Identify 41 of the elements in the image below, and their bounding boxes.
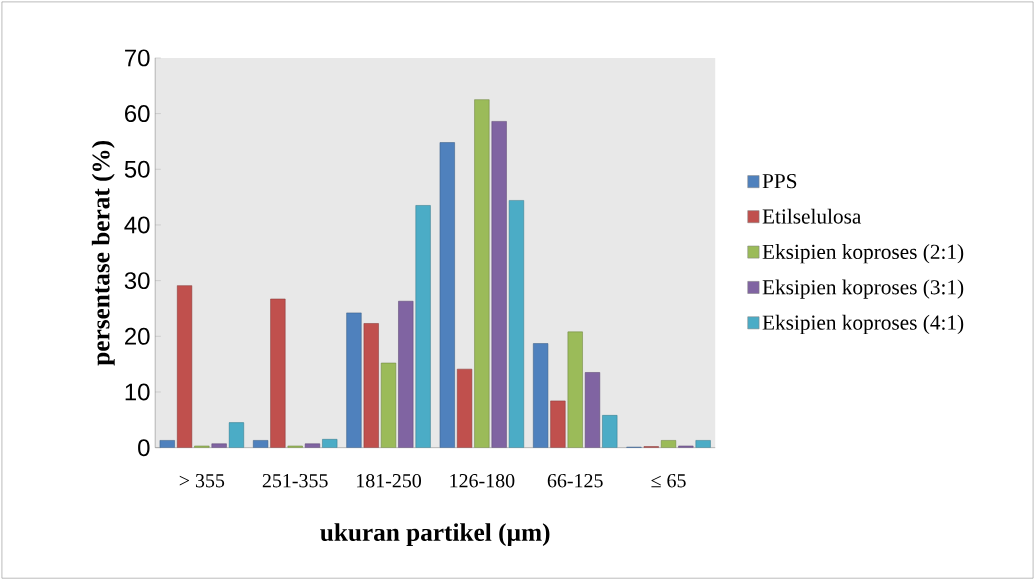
y-tick-label: 70	[125, 49, 150, 67]
bar	[660, 440, 677, 448]
y-tick-label: 20	[125, 327, 150, 345]
legend-label: Etilselulosa	[762, 208, 862, 224]
y-axis-title: persentase berat (%)	[91, 140, 115, 366]
bar	[270, 298, 286, 448]
x-tick-label: 251-355	[262, 473, 328, 488]
bar	[491, 121, 507, 448]
x-tick-label: 181-250	[357, 473, 422, 488]
bar	[533, 343, 549, 448]
bar	[439, 142, 455, 448]
bar	[567, 331, 583, 448]
legend-label: Eksipien koproses (4:1)	[762, 314, 964, 335]
y-tick-label: 40	[124, 216, 150, 234]
bar	[176, 285, 193, 448]
bar	[346, 312, 362, 448]
bar	[584, 372, 601, 448]
bar	[253, 440, 269, 448]
legend-label: Eksipien koproses (2:1)	[762, 244, 964, 264]
x-tick-label: 66-125	[547, 473, 603, 488]
bar	[304, 443, 321, 448]
legend-label: Eksipien koproses (3:1)	[762, 279, 964, 299]
x-tick-label: ≤ 65	[651, 473, 686, 488]
bar	[456, 368, 473, 448]
bar	[474, 99, 490, 448]
bar	[159, 440, 175, 448]
y-tick-label: 60	[125, 105, 150, 122]
bar	[550, 400, 566, 448]
x-tick-label: 126-180	[450, 473, 515, 488]
legend-label: PPS	[762, 173, 797, 189]
bar	[363, 323, 379, 448]
x-axis-title: ukuran partikel (µm)	[320, 523, 550, 547]
y-tick-label: 30	[124, 272, 150, 290]
y-tick-label: 10	[125, 383, 150, 401]
bar	[398, 300, 414, 448]
y-tick-label: 0	[138, 439, 150, 457]
bar	[380, 362, 397, 448]
bar	[211, 443, 227, 448]
bar	[415, 205, 431, 448]
x-tick-label: > 355	[179, 473, 225, 488]
y-tick-label: 50	[124, 160, 150, 178]
